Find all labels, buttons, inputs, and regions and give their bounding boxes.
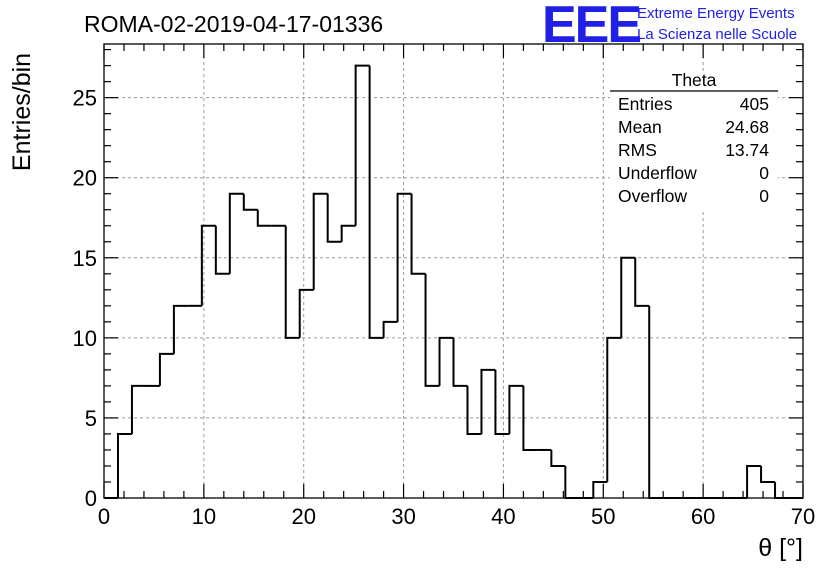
stats-rows: Entries 405 Mean 24.68 RMS 13.74 Underflow 0 Ove… — [618, 94, 769, 206]
y-tick-label: 15 — [73, 246, 97, 271]
histogram-bin — [648, 305, 664, 499]
histogram-bin — [466, 385, 482, 435]
histogram-bin — [298, 288, 314, 338]
histogram-bin — [284, 225, 300, 339]
y-axis-label: Entries/bin — [8, 53, 36, 171]
histogram-bin — [564, 465, 580, 499]
y-tick-label: 20 — [73, 166, 97, 191]
histogram-bin — [228, 192, 244, 274]
x-tick-label: 10 — [192, 504, 216, 529]
x-tick-label: 20 — [291, 504, 315, 529]
histogram-bin — [116, 432, 132, 498]
histogram-bin — [494, 369, 510, 435]
histogram-bin — [424, 273, 440, 387]
histogram-bin — [452, 337, 468, 387]
histogram-bin — [760, 465, 776, 483]
histogram-bin — [550, 449, 566, 467]
histogram-bin — [508, 384, 524, 434]
histogram-bin — [620, 256, 636, 338]
histogram-bin — [326, 193, 342, 243]
eee-logo: EEE — [542, 0, 640, 54]
stats-value: 13.74 — [725, 140, 769, 160]
stats-value: 24.68 — [725, 117, 769, 137]
histogram-bin — [480, 368, 496, 434]
histogram-bin — [522, 385, 538, 451]
axis-ticks — [103, 44, 804, 499]
stats-label: Entries — [618, 94, 673, 114]
y-tick-label: 10 — [73, 326, 97, 351]
histogram-bin — [438, 336, 454, 386]
stats-value: 0 — [759, 186, 769, 206]
logo-line-1: Extreme Energy Events — [637, 5, 795, 22]
histogram-bin — [200, 224, 216, 306]
histogram-bin — [340, 224, 356, 242]
histogram-bin — [354, 64, 370, 226]
grid-lines — [104, 44, 803, 498]
histogram-bin — [130, 384, 146, 434]
stats-label: Underflow — [618, 163, 697, 183]
x-tick-label: 70 — [791, 504, 815, 529]
histogram-bin — [158, 352, 174, 386]
stats-label: RMS — [618, 140, 657, 160]
histogram-bin — [410, 193, 426, 275]
histogram-bin — [172, 304, 188, 354]
histogram-bin — [242, 193, 258, 211]
y-tick-label: 0 — [85, 486, 97, 511]
histogram-bin — [382, 320, 398, 338]
x-tick-label: 60 — [691, 504, 715, 529]
y-tick-label: 5 — [85, 406, 97, 431]
stats-label: Overflow — [618, 186, 687, 206]
histogram-bin — [746, 464, 762, 498]
stats-box: Theta Entries 405 Mean 24.68 RMS 13.74 Underfl… — [610, 70, 778, 210]
x-axis-label: θ [°] — [758, 534, 803, 562]
logo-line-2: La Scienza nelle Scuole — [637, 26, 797, 43]
histogram-bin — [592, 480, 608, 498]
x-tick-label: 50 — [591, 504, 615, 529]
histogram-bin — [396, 192, 412, 322]
x-tick-label: 40 — [491, 504, 515, 529]
histogram-bin — [256, 209, 272, 227]
y-tick-label: 25 — [73, 86, 97, 111]
histogram-bin — [774, 481, 790, 499]
x-tick-label: 0 — [98, 504, 110, 529]
histogram-bin — [634, 257, 650, 307]
stats-value: 0 — [759, 163, 769, 183]
x-tick-label: 30 — [391, 504, 415, 529]
histogram-bin — [214, 225, 230, 275]
plot-frame — [103, 43, 804, 499]
histogram-bin — [606, 336, 622, 482]
stats-label: Mean — [618, 117, 662, 137]
stats-title: Theta — [672, 70, 717, 90]
histogram-bin — [312, 192, 328, 290]
histogram-bin — [368, 65, 384, 339]
chart-title: ROMA-02-2019-04-17-01336 — [84, 11, 383, 37]
stats-value: 405 — [740, 94, 769, 114]
stats-box-background — [610, 72, 778, 210]
